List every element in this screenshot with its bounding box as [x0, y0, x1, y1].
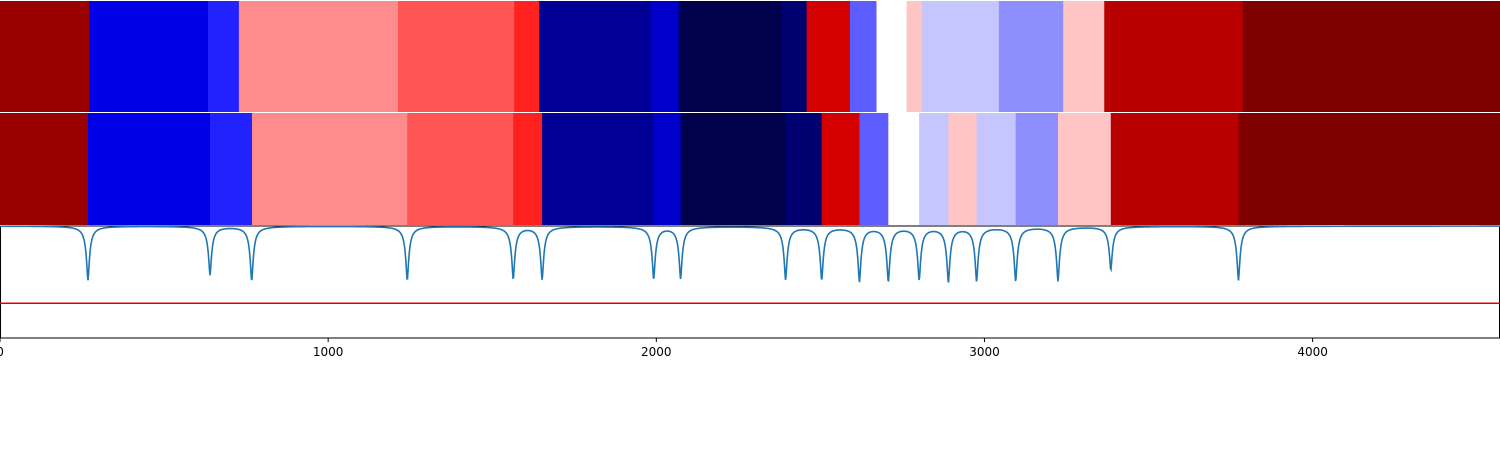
top-band-segment — [906, 1, 923, 112]
top-band-segment — [89, 1, 209, 112]
top-band-segment — [238, 1, 399, 112]
bottom-band-segment — [210, 113, 253, 225]
bottom-band-segment — [252, 113, 408, 225]
x-axis: 0 1000 2000 3000 4000 — [0, 338, 1328, 359]
x-tick-label: 1000 — [313, 345, 344, 359]
top-band-segment — [650, 1, 680, 112]
top-band-segment — [806, 1, 851, 112]
x-tick-label: 4000 — [1297, 345, 1328, 359]
signal-panel-frame — [0, 225, 1500, 339]
bottom-band-segment — [513, 113, 543, 225]
top-heatmap-band — [0, 1, 1500, 112]
bottom-band-segment — [948, 113, 978, 225]
bottom-band-segment — [87, 113, 211, 225]
x-tick-label: 3000 — [969, 345, 1000, 359]
bottom-band-segment — [859, 113, 889, 225]
top-band-segment — [1063, 1, 1105, 112]
bottom-band-segment — [821, 113, 860, 225]
bottom-band-segment — [888, 113, 920, 225]
bottom-band-segment — [1110, 113, 1239, 225]
signal-panel — [0, 225, 1500, 339]
signal-line — [0, 225, 1500, 283]
top-band-segment — [398, 1, 515, 112]
bottom-heatmap-band — [0, 113, 1500, 225]
top-band-segment — [1104, 1, 1244, 112]
bottom-band-segment — [0, 113, 89, 225]
bottom-band-segment — [1015, 113, 1059, 225]
bottom-band-segment — [407, 113, 514, 225]
bottom-band-segment — [1057, 113, 1112, 225]
bottom-band-segment — [976, 113, 1017, 225]
top-band-segment — [849, 1, 878, 112]
bottom-band-segment — [542, 113, 655, 225]
top-band-segment — [539, 1, 652, 112]
top-band-segment — [1242, 1, 1500, 112]
top-band-segment — [514, 1, 540, 112]
top-band-segment — [0, 1, 90, 112]
top-band-segment — [876, 1, 908, 112]
top-band-segment — [781, 1, 808, 112]
top-band-segment — [998, 1, 1064, 112]
bottom-band-segment — [919, 113, 949, 225]
top-band-segment — [208, 1, 240, 112]
top-band-segment — [922, 1, 1000, 112]
bottom-band-segment — [1238, 113, 1500, 225]
bottom-band-segment — [653, 113, 682, 225]
x-tick-label: 0 — [0, 345, 4, 359]
bottom-band-segment — [680, 113, 787, 225]
x-tick-label: 2000 — [641, 345, 672, 359]
bottom-band-segment — [785, 113, 823, 225]
top-band-segment — [678, 1, 783, 112]
